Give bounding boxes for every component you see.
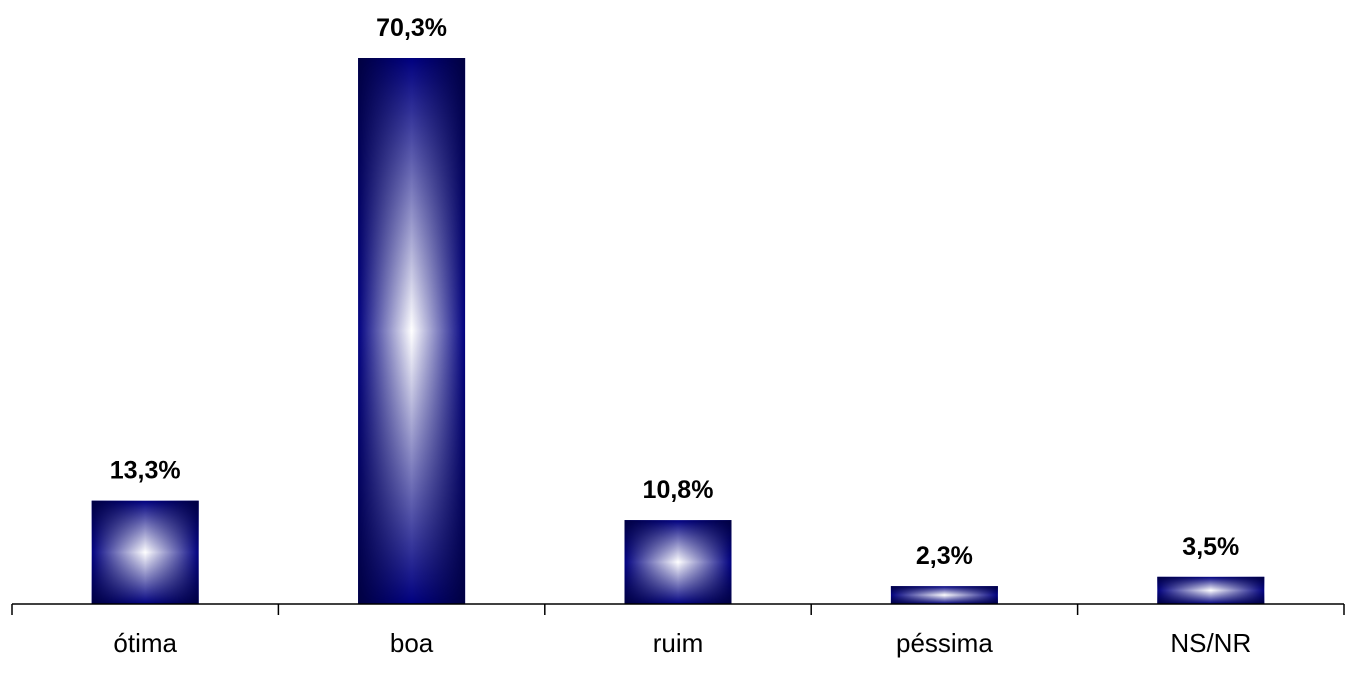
bar-fill-horizontal [1157,576,1265,604]
bar [91,500,199,604]
x-tick-label: boa [390,628,434,658]
bar [358,58,466,604]
data-label: 70,3% [376,14,447,42]
data-label: 13,3% [110,457,181,485]
x-axis [11,603,1345,615]
data-label: 10,8% [643,476,714,504]
data-label: 3,5% [1182,533,1239,561]
bars-group [91,58,1265,604]
bar [624,520,732,604]
x-tick-label: NS/NR [1170,628,1251,658]
bar-fill-horizontal [358,58,466,604]
bar-fill-horizontal [91,500,199,604]
x-tick-label: péssima [896,628,993,658]
x-tick-label: ruim [653,628,704,658]
labels-group: 13,3% ótima 70,3% boa 10,8% ruim 2,3% péssima 3,… [110,14,1251,658]
x-tick-label: ótima [113,628,177,658]
bar-fill-horizontal [890,586,998,604]
bar [890,586,998,604]
bar-fill-horizontal [624,520,732,604]
bar [1157,576,1265,604]
data-label: 2,3% [916,542,973,570]
